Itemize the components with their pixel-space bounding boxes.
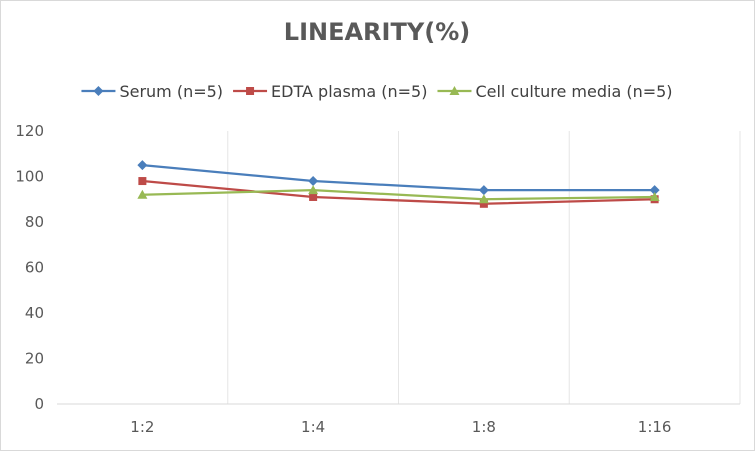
legend-item: Cell culture media (n=5) [437, 82, 673, 101]
y-axis: 0 20 40 60 80 100 120 [15, 122, 44, 413]
y-tick-label: 40 [25, 304, 44, 322]
y-tick-label: 100 [15, 168, 44, 186]
legend-swatch-marker [93, 86, 104, 96]
x-tick-label: 1:4 [301, 418, 325, 436]
data-point [649, 191, 660, 201]
legend-swatch-marker [449, 86, 460, 95]
y-tick-label: 60 [25, 259, 44, 277]
series-0 [137, 160, 660, 196]
x-axis: 1:2 1:4 1:8 1:16 [57, 403, 740, 436]
data-point [137, 160, 148, 171]
legend-label: Serum (n=5) [119, 82, 223, 101]
series-line [142, 179, 655, 205]
legend-label: Cell culture media (n=5) [475, 82, 672, 101]
data-point [308, 185, 319, 195]
series-line [142, 189, 655, 201]
x-tick-label: 1:2 [130, 418, 154, 436]
x-tick-label: 1:8 [472, 418, 496, 436]
data-point [649, 185, 660, 196]
data-point [308, 176, 319, 187]
legend-item: EDTA plasma (n=5) [233, 82, 427, 101]
series-layer [137, 160, 660, 208]
series-2 [137, 185, 660, 204]
data-point [479, 199, 488, 208]
legend-item: Serum (n=5) [81, 82, 223, 101]
data-point [137, 189, 148, 199]
legend-swatch-marker [246, 87, 255, 95]
data-point [138, 177, 147, 186]
y-tick-label: 20 [25, 350, 44, 368]
y-tick-label: 80 [25, 213, 44, 231]
y-tick-label: 0 [34, 395, 44, 413]
data-point [309, 192, 318, 201]
data-point [478, 194, 489, 204]
chart-title: LINEARITY(%) [284, 18, 470, 46]
legend: Serum (n=5) EDTA plasma (n=5) Cell culture… [81, 82, 673, 101]
y-tick-label: 120 [15, 122, 44, 140]
grid [227, 131, 741, 404]
x-tick-label: 1:16 [638, 418, 672, 436]
series-line [142, 164, 655, 192]
data-point [478, 185, 489, 196]
legend-label: EDTA plasma (n=5) [271, 82, 427, 101]
